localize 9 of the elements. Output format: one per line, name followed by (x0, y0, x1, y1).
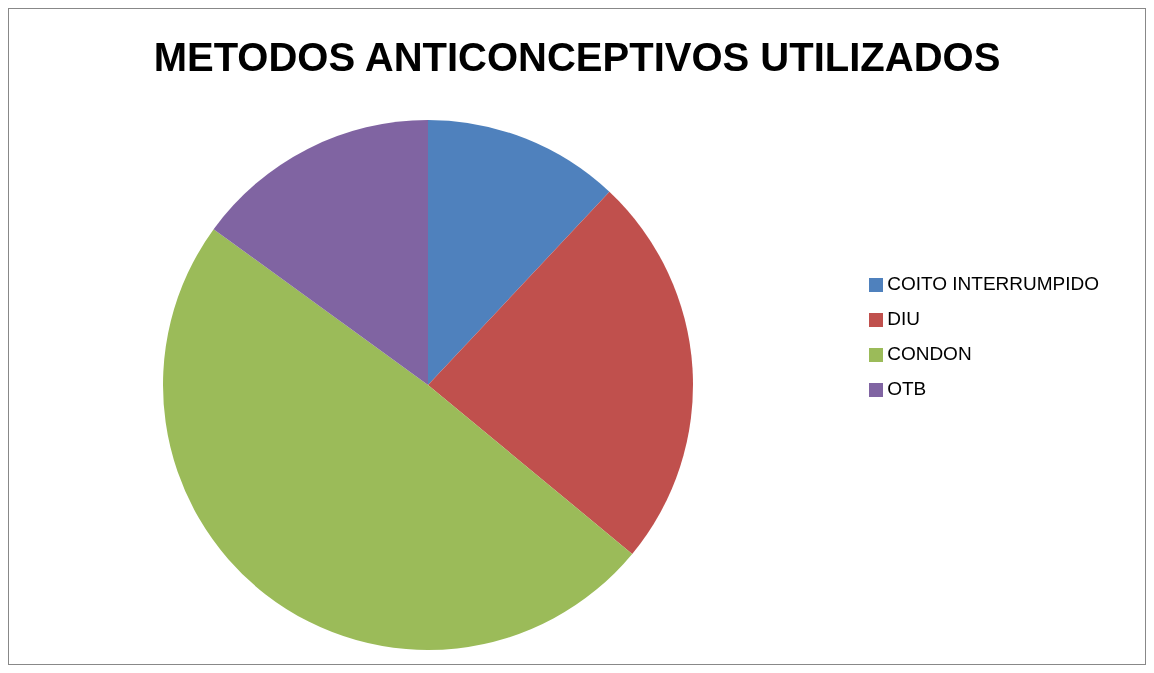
pie-slice (428, 191, 693, 554)
chart-title: METODOS ANTICONCEPTIVOS UTILIZADOS (152, 35, 1002, 80)
legend-label: OTB (887, 377, 927, 399)
pie-slice (213, 120, 428, 385)
pie-slice (428, 120, 610, 385)
pie-slice (163, 229, 633, 650)
legend-label: DIU (887, 307, 920, 329)
legend-label: CONDON (887, 342, 972, 364)
legend-label: COITO INTERRUMPIDO (887, 272, 1099, 294)
